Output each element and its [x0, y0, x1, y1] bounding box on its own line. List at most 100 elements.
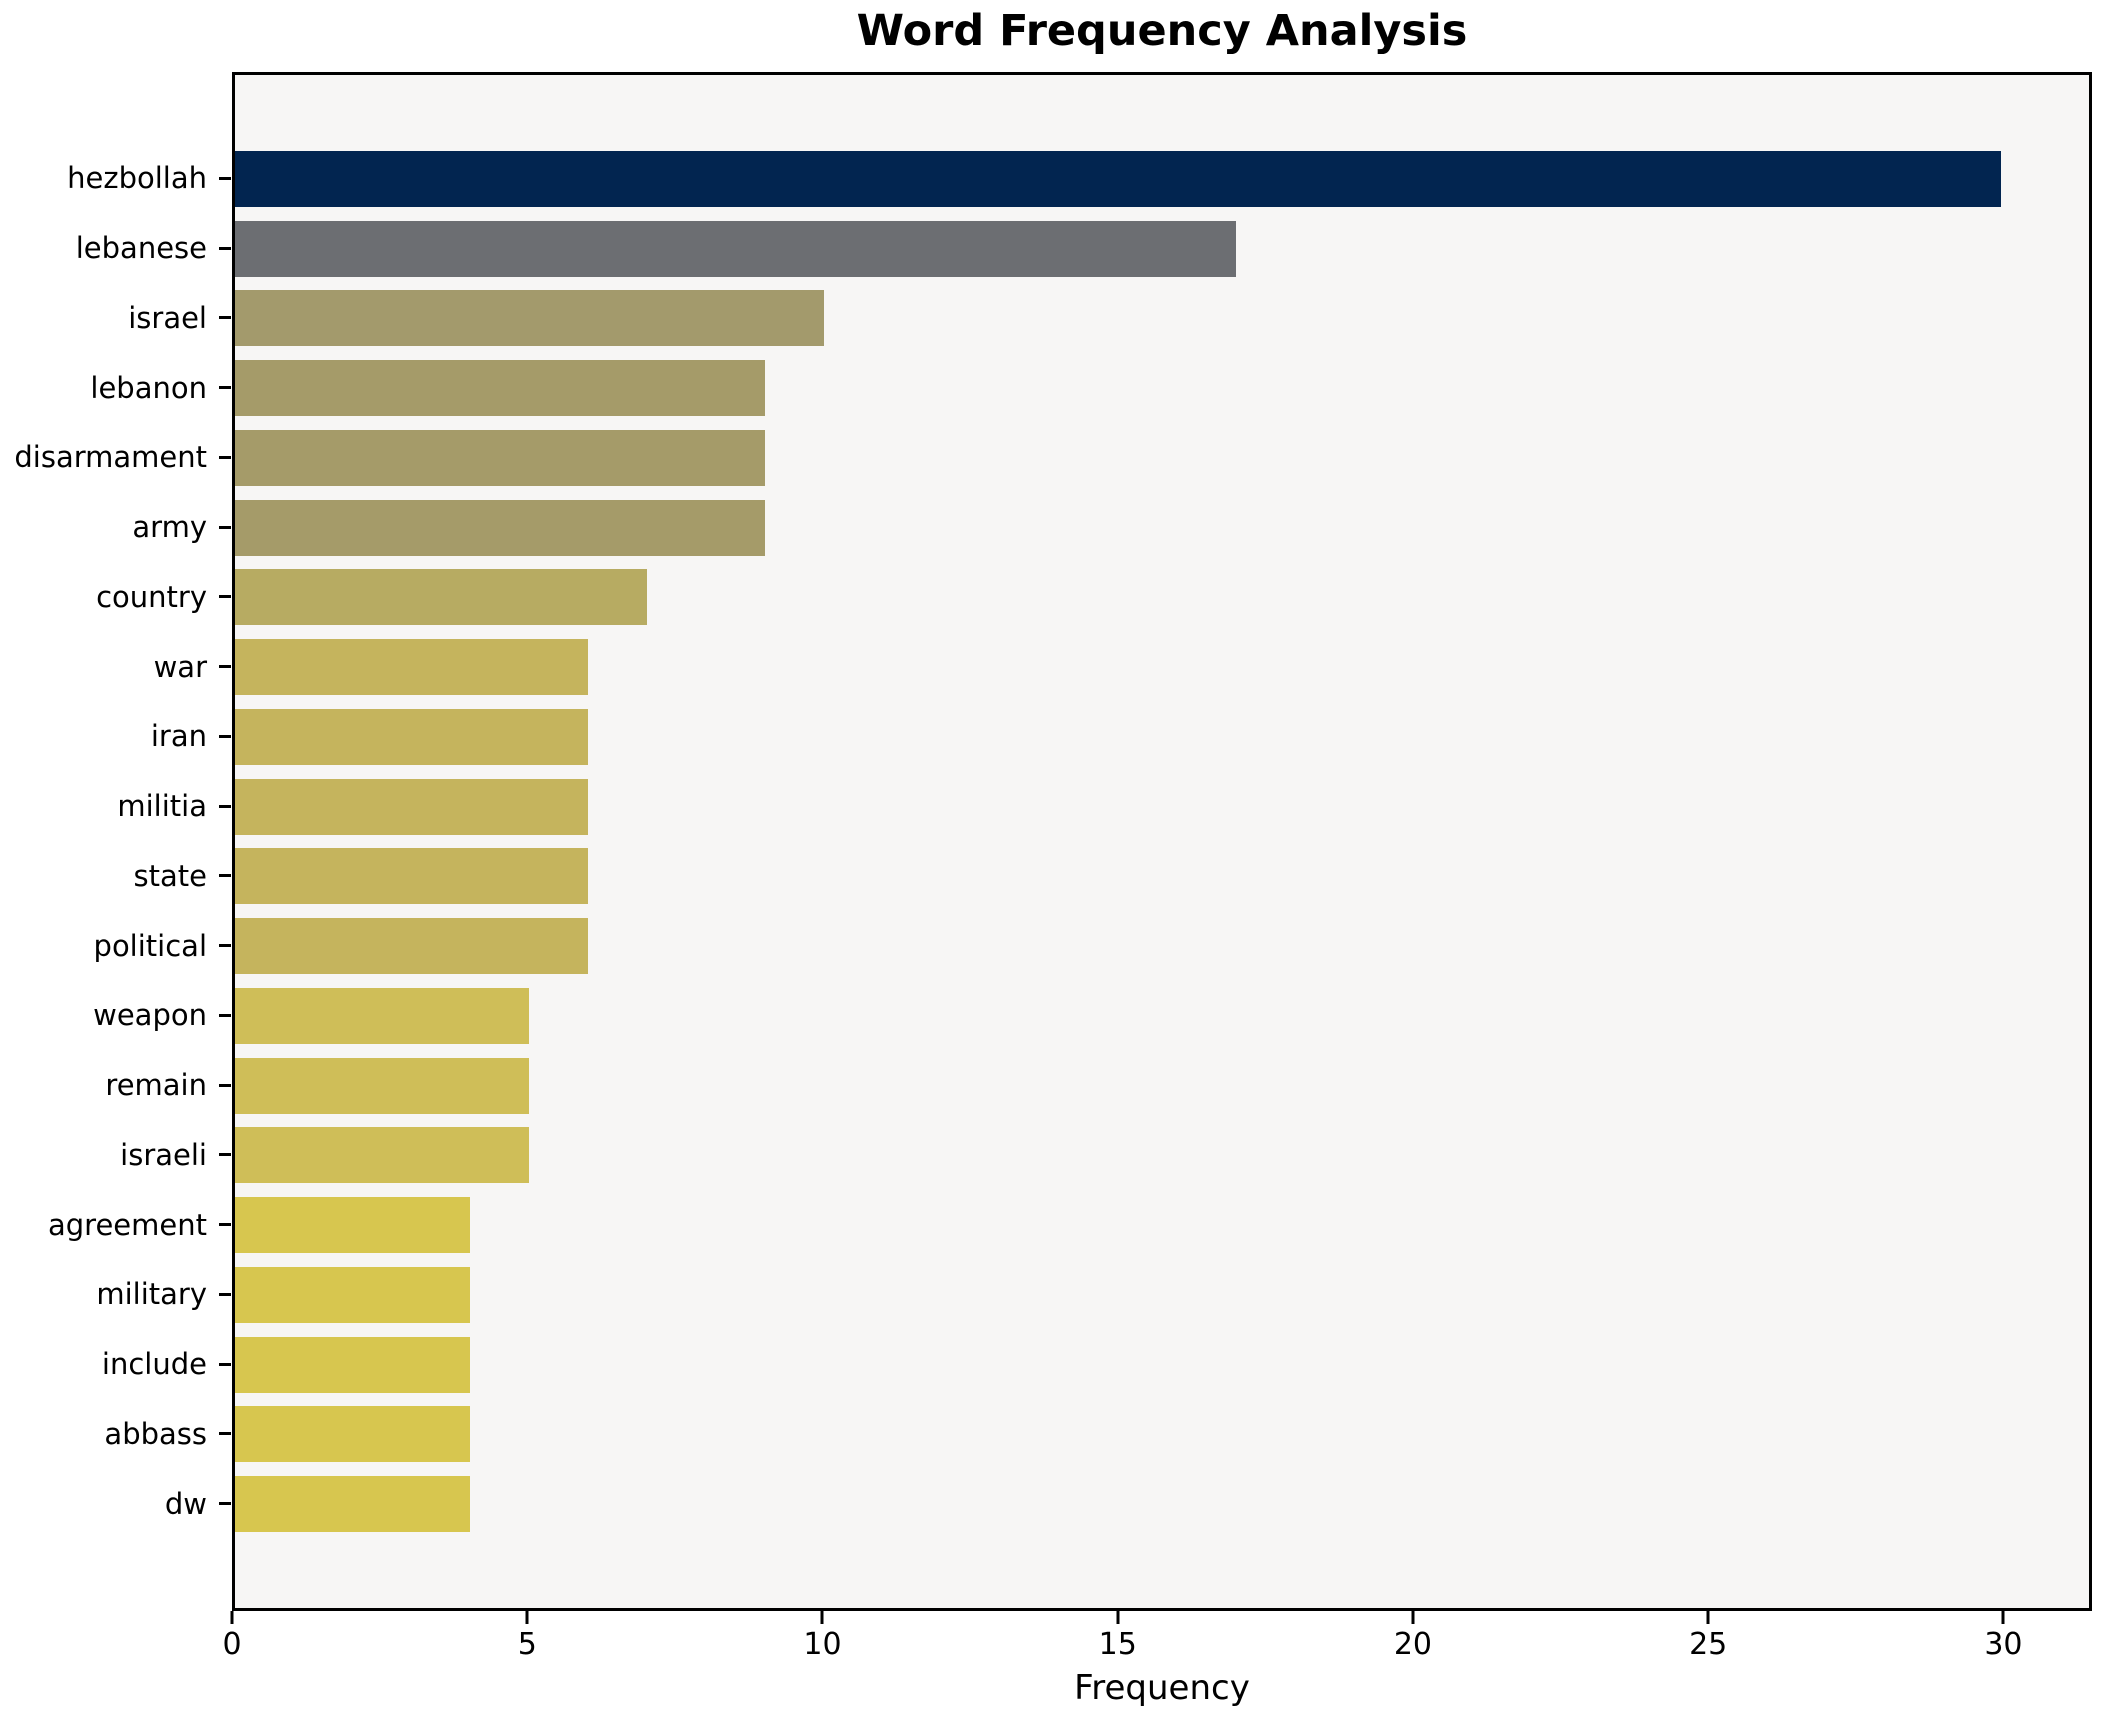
bar-row: israel	[128, 284, 2089, 354]
y-tick-label: agreement	[48, 1207, 207, 1242]
y-tick-label: iran	[150, 719, 207, 754]
bar-row: israeli	[120, 1121, 2089, 1191]
bar-row: hezbollah	[67, 144, 2089, 214]
bar-rows: hezbollah lebanese israel lebanon disarmamen…	[14, 144, 2089, 1539]
y-tick-label: lebanon	[90, 370, 207, 405]
y-tick-label: military	[96, 1277, 207, 1312]
y-tick-mark	[219, 1153, 231, 1157]
y-tick-label: country	[96, 579, 207, 614]
x-tick-mark	[1411, 1611, 1415, 1624]
bar	[235, 1057, 530, 1114]
bar-row: disarmament	[14, 423, 2089, 493]
y-tick-mark	[219, 1502, 231, 1506]
bar-row: remain	[105, 1051, 2089, 1121]
bar	[235, 778, 589, 835]
bar-row: lebanese	[76, 214, 2089, 284]
bar	[235, 1127, 530, 1184]
bar-row: state	[134, 842, 2089, 912]
y-tick-mark	[219, 246, 231, 250]
x-axis-label: Frequency	[1074, 1668, 1250, 1708]
x-tick-label: 5	[517, 1627, 537, 1662]
y-tick-mark	[219, 944, 231, 948]
bar	[235, 848, 589, 905]
bar-row: include	[102, 1330, 2089, 1400]
y-tick-mark	[219, 316, 231, 320]
x-tick-mark	[230, 1611, 234, 1624]
y-tick-mark	[219, 386, 231, 390]
y-tick-label: include	[101, 1347, 207, 1382]
bar	[235, 639, 589, 696]
bar-row: war	[154, 632, 2089, 702]
y-tick-label: war	[153, 649, 207, 684]
bar	[235, 360, 765, 417]
y-tick-mark	[219, 455, 231, 459]
chart-title: Word Frequency Analysis	[856, 6, 1468, 56]
bar	[235, 569, 647, 626]
y-tick-label: dw	[164, 1486, 207, 1521]
y-tick-mark	[219, 1362, 231, 1366]
x-tick-mark	[1116, 1611, 1120, 1624]
x-tick-mark	[2001, 1611, 2005, 1624]
x-tick-label: 25	[1689, 1627, 1728, 1662]
y-tick-mark	[219, 1432, 231, 1436]
bar	[235, 429, 765, 486]
y-tick-mark	[219, 1013, 231, 1017]
y-tick-label: abbass	[104, 1416, 207, 1451]
y-tick-mark	[219, 1083, 231, 1087]
x-tick-label: 10	[803, 1627, 842, 1662]
bar-row: country	[96, 563, 2089, 633]
y-tick-label: political	[93, 928, 207, 963]
bar	[235, 150, 2001, 207]
y-tick-label: state	[133, 858, 207, 893]
y-tick-mark	[219, 665, 231, 669]
y-tick-mark	[219, 595, 231, 599]
bar-row: militia	[117, 772, 2089, 842]
bar-row: political	[94, 911, 2089, 981]
y-tick-label: army	[132, 510, 207, 545]
x-tick-mark	[1706, 1611, 1710, 1624]
bar	[235, 987, 530, 1044]
x-tick-label: 15	[1098, 1627, 1137, 1662]
y-tick-label: israeli	[120, 1137, 207, 1172]
x-tick-label: 0	[222, 1627, 242, 1662]
bar-row: agreement	[48, 1190, 2089, 1260]
bar	[235, 1266, 471, 1323]
x-tick-label: 20	[1393, 1627, 1433, 1662]
bar-row: lebanon	[90, 353, 2089, 423]
y-tick-label: israel	[128, 300, 207, 335]
y-tick-mark	[219, 1292, 231, 1296]
y-tick-label: remain	[105, 1068, 207, 1103]
y-tick-mark	[219, 1223, 231, 1227]
bar	[235, 708, 589, 765]
bar	[235, 1197, 471, 1254]
bar	[235, 1336, 471, 1393]
bar-row: military	[96, 1260, 2089, 1330]
x-tick-mark	[820, 1611, 824, 1624]
bar	[235, 1476, 471, 1533]
bar-row: army	[132, 493, 2089, 563]
x-axis: 0 5 10 15 20 25 30	[222, 1611, 2092, 1671]
y-tick-label: disarmament	[14, 440, 207, 475]
y-tick-mark	[219, 176, 231, 180]
plot-area: hezbollah lebanese israel lebanon disarmamen…	[14, 72, 2092, 1611]
y-tick-label: weapon	[93, 998, 207, 1033]
y-tick-label: militia	[117, 789, 207, 824]
x-tick-mark	[525, 1611, 529, 1624]
bar	[235, 290, 824, 347]
bar	[235, 1406, 471, 1463]
y-tick-label: lebanese	[75, 231, 207, 266]
x-tick-label: 30	[1984, 1627, 2023, 1662]
bar-row: dw	[165, 1469, 2089, 1539]
bar-row: abbass	[104, 1400, 2089, 1470]
y-tick-mark	[219, 874, 231, 878]
y-tick-mark	[219, 525, 231, 529]
bar	[235, 499, 765, 556]
bar	[235, 220, 1236, 277]
bar-row: iran	[151, 702, 2089, 772]
y-tick-mark	[219, 804, 231, 808]
y-tick-mark	[219, 734, 231, 738]
bar	[235, 918, 589, 975]
bar-row: weapon	[93, 981, 2089, 1051]
y-tick-label: hezbollah	[67, 161, 207, 196]
